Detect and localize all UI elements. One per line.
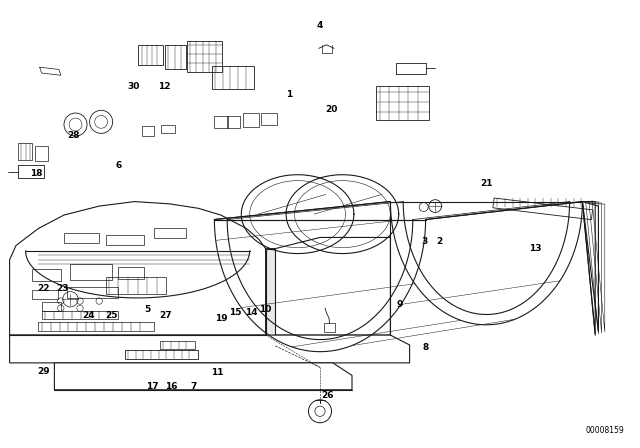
- Bar: [227, 116, 240, 128]
- Bar: [106, 235, 144, 245]
- Text: 11: 11: [211, 368, 224, 377]
- Polygon shape: [266, 249, 275, 335]
- Text: 7: 7: [190, 382, 196, 391]
- Text: 19: 19: [215, 314, 228, 323]
- Bar: [32, 269, 61, 281]
- Text: 21: 21: [480, 179, 493, 188]
- Text: 29: 29: [37, 367, 50, 376]
- Polygon shape: [10, 335, 410, 363]
- Bar: [42, 302, 61, 311]
- Polygon shape: [54, 237, 390, 335]
- Text: 2: 2: [436, 237, 442, 246]
- Bar: [154, 228, 186, 238]
- Text: 00008159: 00008159: [585, 426, 624, 435]
- Bar: [18, 143, 32, 160]
- Bar: [261, 113, 277, 125]
- Bar: [64, 233, 99, 243]
- Bar: [212, 66, 254, 89]
- Bar: [125, 350, 198, 359]
- Text: 8: 8: [422, 343, 429, 352]
- Text: 16: 16: [165, 382, 178, 391]
- Bar: [161, 125, 175, 133]
- Bar: [324, 323, 335, 332]
- Text: 23: 23: [56, 284, 69, 293]
- Text: 5: 5: [144, 305, 150, 314]
- Bar: [42, 311, 118, 319]
- Text: 1: 1: [286, 90, 292, 99]
- Polygon shape: [54, 363, 352, 390]
- Bar: [70, 264, 112, 280]
- Bar: [376, 86, 429, 120]
- Text: 30: 30: [127, 82, 140, 90]
- Bar: [187, 41, 222, 72]
- Text: 28: 28: [67, 131, 80, 140]
- Text: 26: 26: [321, 391, 334, 400]
- Text: 10: 10: [259, 305, 272, 314]
- Text: 13: 13: [529, 244, 541, 253]
- Bar: [35, 146, 48, 161]
- Text: 15: 15: [229, 308, 242, 317]
- Text: 9: 9: [396, 300, 403, 309]
- Text: 12: 12: [157, 82, 170, 90]
- Text: 17: 17: [146, 382, 159, 391]
- Bar: [38, 322, 154, 331]
- Bar: [32, 290, 58, 299]
- Bar: [67, 287, 118, 298]
- Bar: [214, 116, 228, 128]
- Text: 24: 24: [82, 311, 95, 320]
- Text: 4: 4: [317, 22, 323, 30]
- Text: 6: 6: [115, 161, 122, 170]
- Text: 27: 27: [159, 311, 172, 320]
- Bar: [142, 126, 154, 136]
- Text: 18: 18: [29, 169, 42, 178]
- Bar: [118, 267, 144, 279]
- Bar: [493, 198, 593, 220]
- Text: 22: 22: [37, 284, 50, 293]
- Bar: [160, 341, 195, 349]
- Text: 14: 14: [245, 308, 258, 317]
- Bar: [106, 277, 166, 294]
- Text: 3: 3: [422, 237, 428, 246]
- Bar: [243, 113, 259, 127]
- Text: 25: 25: [106, 311, 118, 320]
- Polygon shape: [10, 202, 266, 335]
- Bar: [165, 45, 186, 69]
- Bar: [138, 45, 163, 65]
- Text: 20: 20: [325, 105, 338, 114]
